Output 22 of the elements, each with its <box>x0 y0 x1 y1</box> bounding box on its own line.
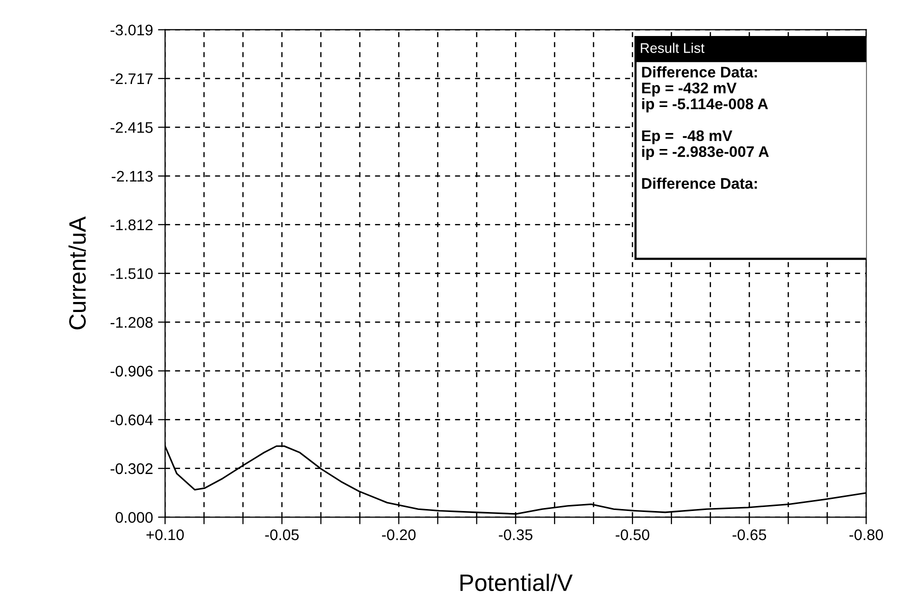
y-tick-label: 0.000 <box>116 512 153 523</box>
x-axis-title: Potential/V <box>460 574 573 592</box>
y-tick-label: -3.019 <box>110 24 153 36</box>
annotation: Result List <box>640 42 704 53</box>
x-tick-label: -0.65 <box>732 529 766 540</box>
x-tick-label: -0.05 <box>265 529 299 540</box>
x-tick-label: +0.10 <box>146 529 184 540</box>
x-tick-label: -0.35 <box>498 529 532 540</box>
y-tick-label: -0.302 <box>110 463 153 474</box>
y-tick-label: -2.415 <box>110 122 153 133</box>
x-tick-label: -0.20 <box>382 529 416 540</box>
y-tick-label: -1.208 <box>110 317 153 328</box>
y-tick-label: -1.510 <box>110 268 153 280</box>
y-tick-label: -2.113 <box>112 170 153 182</box>
y-tick-label: -0.906 <box>110 366 153 377</box>
y-axis-title: Current/uA <box>68 216 86 330</box>
x-tick-label: -0.50 <box>616 529 650 540</box>
y-tick-label: -0.604 <box>110 414 153 426</box>
x-tick-label: -0.80 <box>849 529 883 540</box>
annotation: Difference Data: Ep = -432 mV ip = -5.114e-008 A Ep = -48 mV ip = -2.983e-007 A Difference Data: <box>642 66 769 189</box>
y-tick-label: -1.812 <box>110 219 153 230</box>
y-tick-label: -2.717 <box>110 73 153 84</box>
